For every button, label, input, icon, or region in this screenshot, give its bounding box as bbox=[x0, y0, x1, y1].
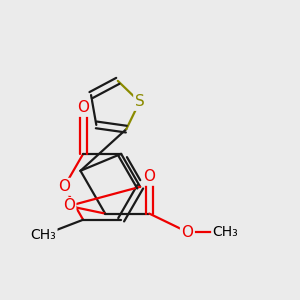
Text: O: O bbox=[182, 224, 194, 239]
Text: O: O bbox=[143, 169, 155, 184]
Text: CH₃: CH₃ bbox=[212, 225, 238, 239]
Text: O: O bbox=[77, 100, 89, 116]
Text: CH₃: CH₃ bbox=[30, 228, 56, 242]
Text: O: O bbox=[63, 199, 75, 214]
Text: S: S bbox=[135, 94, 145, 110]
Text: O: O bbox=[58, 179, 70, 194]
